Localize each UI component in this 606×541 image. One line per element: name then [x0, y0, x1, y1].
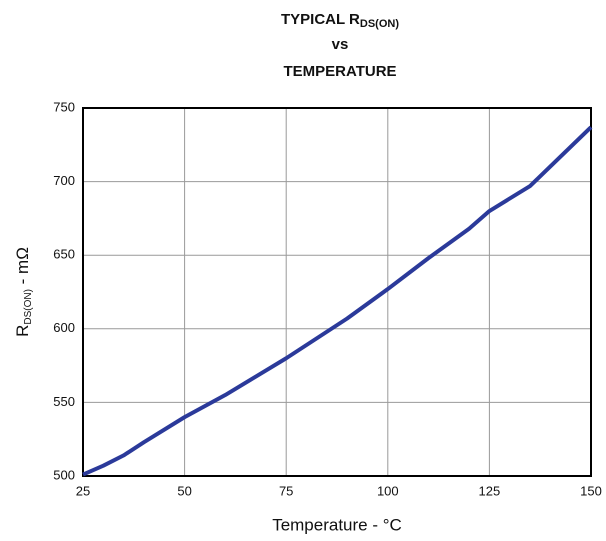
y-tick-label: 500: [53, 467, 75, 482]
y-label-subscript: DS(ON): [23, 289, 34, 325]
title-subscript: DS(ON): [360, 18, 399, 30]
title-line2: vs: [332, 36, 349, 53]
y-tick-label: 600: [53, 320, 75, 335]
y-label-rest: - mΩ: [13, 247, 32, 289]
x-tick-label: 50: [177, 483, 191, 498]
title-line3: TEMPERATURE: [283, 63, 396, 80]
y-label-text: R: [13, 325, 32, 337]
x-tick-label: 150: [580, 483, 602, 498]
y-tick-label: 750: [53, 99, 75, 114]
y-tick-label: 550: [53, 394, 75, 409]
chart-title: TYPICAL RDS(ON): [281, 11, 399, 30]
title-text: TYPICAL R: [281, 11, 360, 28]
plot-frame: [82, 107, 592, 477]
x-tick-label: 125: [479, 483, 501, 498]
y-tick-label: 650: [53, 247, 75, 262]
x-tick-label: 75: [279, 483, 293, 498]
x-tick-label: 100: [377, 483, 399, 498]
y-tick-label: 700: [53, 173, 75, 188]
data-line: [82, 125, 593, 477]
x-tick-label: 25: [76, 483, 90, 498]
x-axis-label: Temperature - °C: [272, 515, 402, 534]
y-axis-label: RDS(ON) - mΩ: [13, 247, 33, 337]
